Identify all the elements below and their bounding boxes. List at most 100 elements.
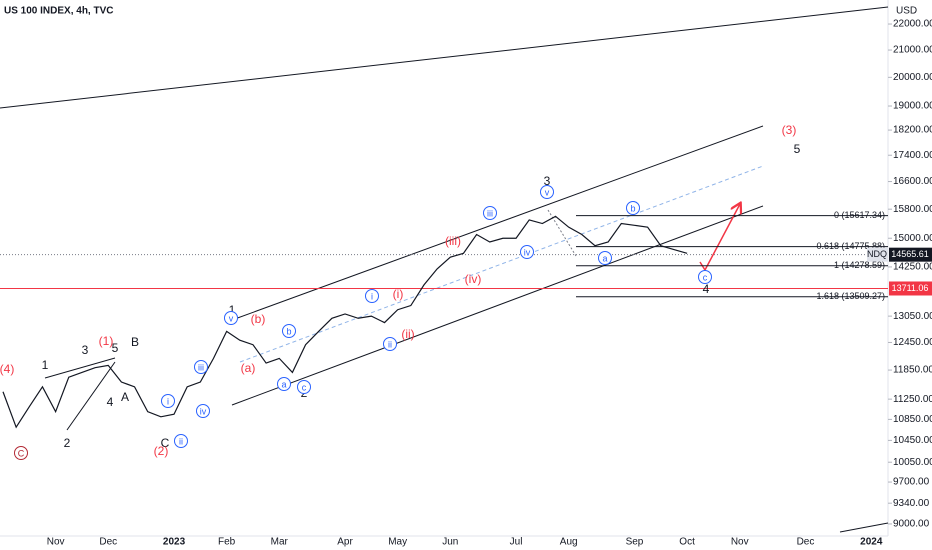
fib-label: 0 (15617.34) — [834, 210, 885, 220]
wave-label: (iii) — [445, 234, 461, 248]
x-tick-label: Apr — [337, 537, 353, 548]
y-tick-label: 21000.00 — [893, 45, 932, 56]
wave-circle — [520, 245, 534, 259]
wave-circle — [598, 251, 612, 265]
y-tick-label: 15000.00 — [893, 233, 932, 244]
wave-label: A — [121, 390, 129, 404]
alert-label: 13711.06 — [892, 283, 929, 293]
wave-label: c — [703, 272, 708, 282]
x-tick-label: Dec — [99, 537, 117, 548]
wave-circle — [383, 337, 397, 351]
y-tick-label: 9700.00 — [893, 477, 930, 488]
y-tick-label: 14250.00 — [893, 262, 932, 273]
wave-circle — [277, 377, 291, 391]
wave-circle — [483, 206, 497, 220]
wave-label: 3 — [82, 343, 89, 357]
fib-label: 1.618 (13509.27) — [816, 291, 885, 301]
x-tick-label: 2024 — [860, 537, 883, 548]
y-tick-label: 11850.00 — [893, 365, 932, 376]
wave-label: C — [161, 436, 170, 450]
drawings — [0, 6, 889, 533]
y-tick-label: 15800.00 — [893, 204, 932, 215]
wave-label: v — [229, 313, 234, 323]
wave-label: a — [281, 379, 286, 389]
wave-label: a — [602, 253, 607, 263]
symbol-tag-label: NDQ — [867, 249, 887, 259]
y-tick-label: 10850.00 — [893, 414, 932, 425]
wave-label: (ii) — [401, 327, 414, 341]
last-price-label: 14565.61 — [891, 249, 929, 259]
y-tick-label: 18200.00 — [893, 125, 932, 136]
y-tick-label: 19000.00 — [893, 101, 932, 112]
y-tick-label: 22000.00 — [893, 19, 932, 30]
wave-label: iii — [487, 208, 493, 218]
wave-circle — [297, 380, 311, 394]
wave-label: iii — [198, 362, 204, 372]
y-tick-label: 9340.00 — [893, 498, 930, 509]
wave-label: (4) — [0, 362, 14, 376]
wave-label: 1 — [42, 358, 49, 372]
wave-label: ii — [388, 339, 392, 349]
wave-label: (b) — [251, 312, 266, 326]
x-tick-label: Nov — [47, 537, 65, 548]
x-tick-label: Dec — [797, 537, 815, 548]
wave-circle — [194, 360, 208, 374]
wave-label: v — [545, 187, 550, 197]
y-tick-label: 16600.00 — [893, 176, 932, 187]
y-tick-label: 10050.00 — [893, 457, 932, 468]
wave-label: (2) — [154, 444, 169, 458]
x-tick-label: Sep — [626, 537, 644, 548]
trend-line — [839, 522, 889, 533]
wave-label: i — [167, 396, 169, 406]
wave-label: (3) — [782, 123, 797, 137]
wave-label: 4 — [107, 395, 114, 409]
y-tick-label: 17400.00 — [893, 150, 932, 161]
wave-label: (a) — [241, 361, 256, 375]
fib-label: 1 (14278.59) — [834, 260, 885, 270]
x-tick-label: May — [388, 537, 407, 548]
x-tick-label: Feb — [218, 537, 236, 548]
x-tick-label: Oct — [679, 537, 695, 548]
wedge-line — [66, 361, 116, 431]
wave-label: 2 — [64, 436, 71, 450]
wave-label: iv — [524, 247, 531, 257]
x-tick-label: Jun — [442, 537, 458, 548]
fib-connector — [547, 209, 577, 257]
x-tick-label: Mar — [271, 537, 289, 548]
wave-circle — [282, 324, 296, 338]
wave-label: c — [302, 382, 307, 392]
y-tick-label: 20000.00 — [893, 72, 932, 83]
alert-tag — [889, 281, 932, 296]
x-tick-label: Jul — [510, 537, 523, 548]
wave-label: b — [630, 203, 635, 213]
wave-label: 4 — [703, 282, 710, 296]
trend-line — [0, 6, 889, 109]
wave-label: 1 — [229, 303, 236, 317]
y-tick-label: 12450.00 — [893, 337, 932, 348]
projection-arrow — [699, 204, 740, 272]
wave-label: 5 — [794, 142, 801, 156]
wave-label: (iv) — [465, 272, 482, 286]
symbol-tag — [867, 247, 888, 262]
x-tick-label: Aug — [560, 537, 578, 548]
y-tick-label: 10450.00 — [893, 435, 932, 446]
x-tick-label: Nov — [731, 537, 749, 548]
last-price-tag — [889, 247, 932, 262]
wave-circle — [698, 270, 712, 284]
wave-circle — [14, 446, 28, 460]
wave-label: b — [286, 326, 291, 336]
wave-circle — [626, 201, 640, 215]
wave-label: C — [18, 448, 25, 458]
channel-mid — [239, 165, 764, 363]
price-line — [2, 215, 688, 429]
y-axis-label: USD — [896, 6, 917, 17]
wave-label: 3 — [544, 174, 551, 188]
channel-lower — [231, 205, 764, 406]
wave-circle — [365, 289, 379, 303]
wave-label: i — [371, 291, 373, 301]
wave-label: (i) — [393, 287, 404, 301]
wave-circle — [196, 404, 210, 418]
y-tick-label: 11250.00 — [893, 394, 932, 405]
wedge-line — [44, 357, 116, 379]
